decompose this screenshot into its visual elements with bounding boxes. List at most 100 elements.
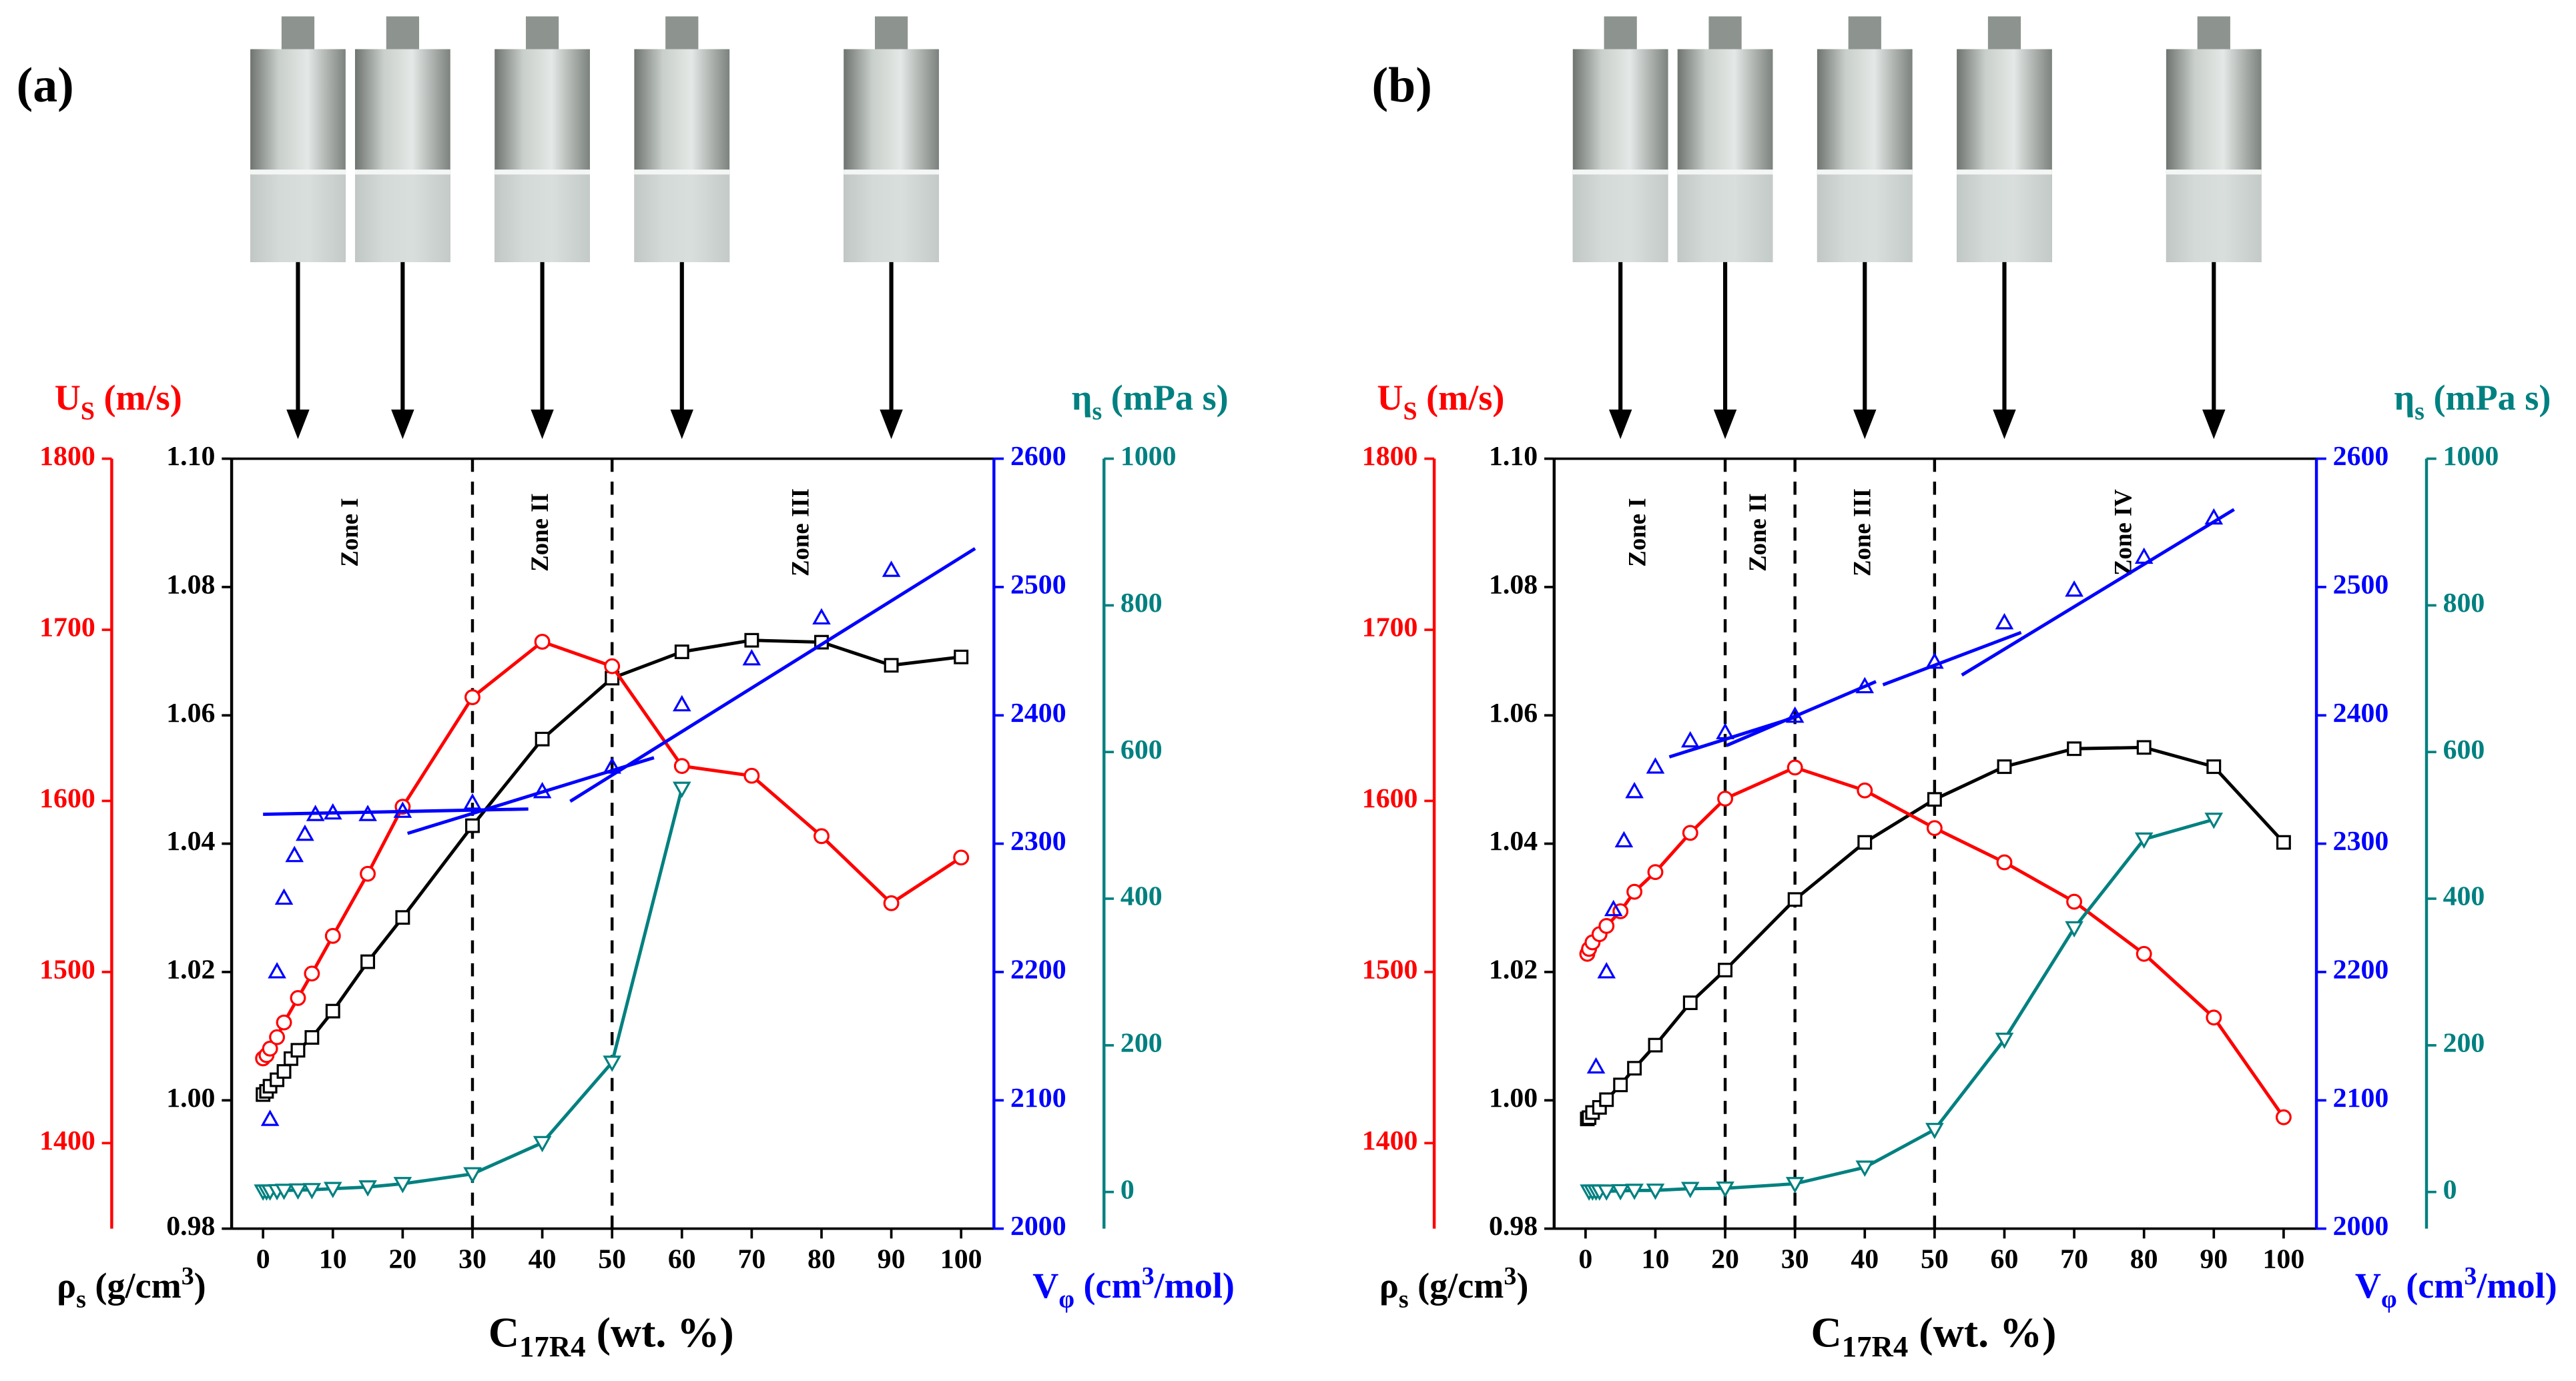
label-part: ρ [1379, 1266, 1399, 1306]
axis-label: C17R4 (wt. %) [489, 1309, 734, 1364]
marker [1614, 831, 1634, 848]
marker [882, 560, 901, 577]
marker [285, 845, 304, 863]
label-part: /mol) [2476, 1266, 2557, 1306]
x-tick-label: 80 [808, 1244, 836, 1275]
marker [672, 781, 691, 799]
label-part: (g/cm [86, 1266, 182, 1306]
x-tick-label: 10 [319, 1244, 347, 1275]
x-tick-label: 80 [2130, 1244, 2158, 1275]
y2-tick-label: 2100 [1010, 1083, 1066, 1113]
marker [1611, 1184, 1630, 1201]
label-part: (m/s) [95, 378, 182, 418]
axis-label: Vφ (cm3/mol) [2355, 1262, 2557, 1313]
marker [1586, 1057, 1606, 1074]
y4-tick-label: 1000 [1120, 441, 1177, 472]
label-part: η [2394, 378, 2414, 418]
marker [1925, 652, 1944, 669]
marker [1995, 612, 2014, 630]
series-line [569, 547, 976, 803]
marker [814, 828, 830, 845]
y4-tick-label: 1000 [2443, 441, 2499, 472]
marker [884, 658, 899, 673]
marker [2204, 813, 2224, 829]
y2-tick-label: 2400 [1010, 698, 1066, 729]
marker [290, 990, 306, 1006]
arrow-head [1608, 409, 1632, 440]
marker [324, 927, 341, 944]
label-part: 3 [1142, 1262, 1155, 1290]
y-tick-label: 1.10 [166, 441, 215, 472]
marker [360, 954, 376, 969]
marker [1646, 757, 1665, 774]
label-part: (mPa s) [1102, 378, 1228, 418]
y-tick-label: 1.04 [1489, 826, 1538, 857]
axis-label: Vφ (cm3/mol) [1032, 1262, 1235, 1313]
label-part: 3 [1504, 1262, 1516, 1290]
arrow-head [1713, 409, 1737, 440]
y-tick-label: 1.06 [1489, 698, 1538, 729]
vial-liquid [634, 171, 730, 262]
marker [1680, 1182, 1700, 1199]
zone-label: Zone I [1623, 498, 1650, 566]
y2-tick-label: 2000 [2333, 1211, 2389, 1242]
marker [2065, 580, 2083, 597]
vial-liquid [495, 171, 590, 262]
label-part: s [2414, 398, 2425, 426]
marker [1927, 792, 1942, 807]
y-tick-label: 0.98 [166, 1211, 215, 1242]
vial-liquid [250, 171, 346, 262]
label-part: φ [1058, 1286, 1074, 1314]
y3-tick-label: 1600 [1362, 783, 1418, 814]
marker [2066, 893, 2083, 910]
x-tick-label: 100 [2263, 1244, 2305, 1275]
x-tick-label: 40 [529, 1244, 557, 1275]
marker [268, 962, 286, 979]
y3-tick-label: 1800 [1362, 441, 1418, 472]
marker [464, 689, 480, 705]
marker [1604, 899, 1623, 917]
x-tick-label: 10 [1642, 1244, 1670, 1275]
marker [2136, 740, 2152, 755]
marker [1647, 864, 1664, 881]
panel-label: (a) [17, 57, 74, 112]
label-part: s [1399, 1286, 1409, 1314]
marker [533, 1135, 552, 1153]
marker [1857, 835, 1873, 850]
panel-label: (b) [1372, 57, 1432, 112]
x-tick-label: 70 [2060, 1244, 2088, 1275]
marker [604, 658, 621, 674]
label-part: S [1403, 398, 1417, 426]
y3-tick-label: 1500 [39, 955, 95, 985]
y4-tick-label: 800 [2443, 588, 2485, 618]
y2-tick-label: 2500 [1010, 570, 1066, 600]
x-tick-label: 0 [256, 1244, 270, 1275]
y-tick-label: 1.10 [1489, 441, 1538, 472]
label-part: (wt. %) [586, 1309, 734, 1356]
x-tick-label: 40 [1851, 1244, 1879, 1275]
y-tick-label: 1.06 [166, 698, 215, 729]
vial-liquid [354, 171, 450, 262]
y2-tick-label: 2400 [2333, 698, 2389, 729]
marker [1648, 1037, 1663, 1053]
axis-label: ηs (mPa s) [2394, 378, 2551, 426]
axis-label: US (m/s) [55, 378, 182, 426]
marker [260, 1109, 280, 1126]
marker [1787, 892, 1803, 907]
x-tick-label: 70 [737, 1244, 765, 1275]
y3-tick-label: 1600 [39, 783, 95, 814]
marker [276, 1064, 292, 1079]
marker [673, 758, 690, 775]
marker [812, 608, 831, 625]
marker [1680, 731, 1700, 748]
marker [1613, 1077, 1628, 1093]
marker [1627, 1061, 1642, 1076]
marker [395, 910, 410, 925]
vial-liquid [1957, 171, 2052, 262]
marker [1682, 825, 1698, 841]
marker [269, 1029, 286, 1045]
y2-tick-label: 2200 [2333, 955, 2389, 985]
x-tick-label: 90 [2200, 1244, 2228, 1275]
label-part: (mPa s) [2425, 378, 2551, 418]
